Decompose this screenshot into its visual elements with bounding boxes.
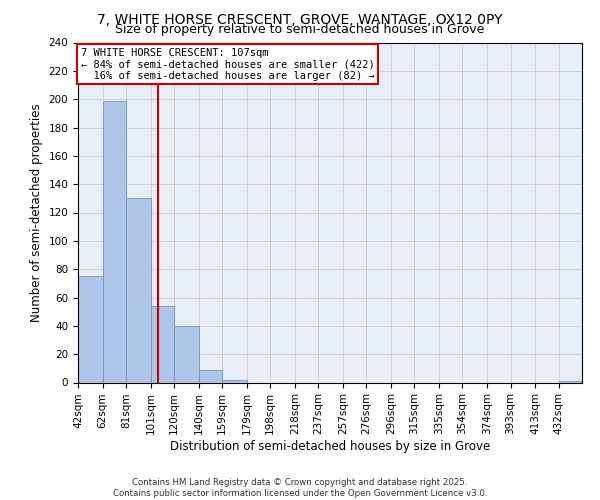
X-axis label: Distribution of semi-detached houses by size in Grove: Distribution of semi-detached houses by …: [170, 440, 490, 453]
Bar: [78, 276, 103, 382]
Bar: [126, 198, 151, 382]
Bar: [222, 380, 247, 382]
Bar: [174, 326, 199, 382]
Text: Contains HM Land Registry data © Crown copyright and database right 2025.
Contai: Contains HM Land Registry data © Crown c…: [113, 478, 487, 498]
Text: 7 WHITE HORSE CRESCENT: 107sqm
← 84% of semi-detached houses are smaller (422)
 : 7 WHITE HORSE CRESCENT: 107sqm ← 84% of …: [80, 48, 374, 81]
Bar: [199, 370, 222, 382]
Bar: [103, 100, 126, 382]
Text: 7, WHITE HORSE CRESCENT, GROVE, WANTAGE, OX12 0PY: 7, WHITE HORSE CRESCENT, GROVE, WANTAGE,…: [97, 12, 503, 26]
Text: Size of property relative to semi-detached houses in Grove: Size of property relative to semi-detach…: [115, 22, 485, 36]
Bar: [151, 306, 174, 382]
Bar: [559, 381, 582, 382]
Y-axis label: Number of semi-detached properties: Number of semi-detached properties: [30, 103, 43, 322]
